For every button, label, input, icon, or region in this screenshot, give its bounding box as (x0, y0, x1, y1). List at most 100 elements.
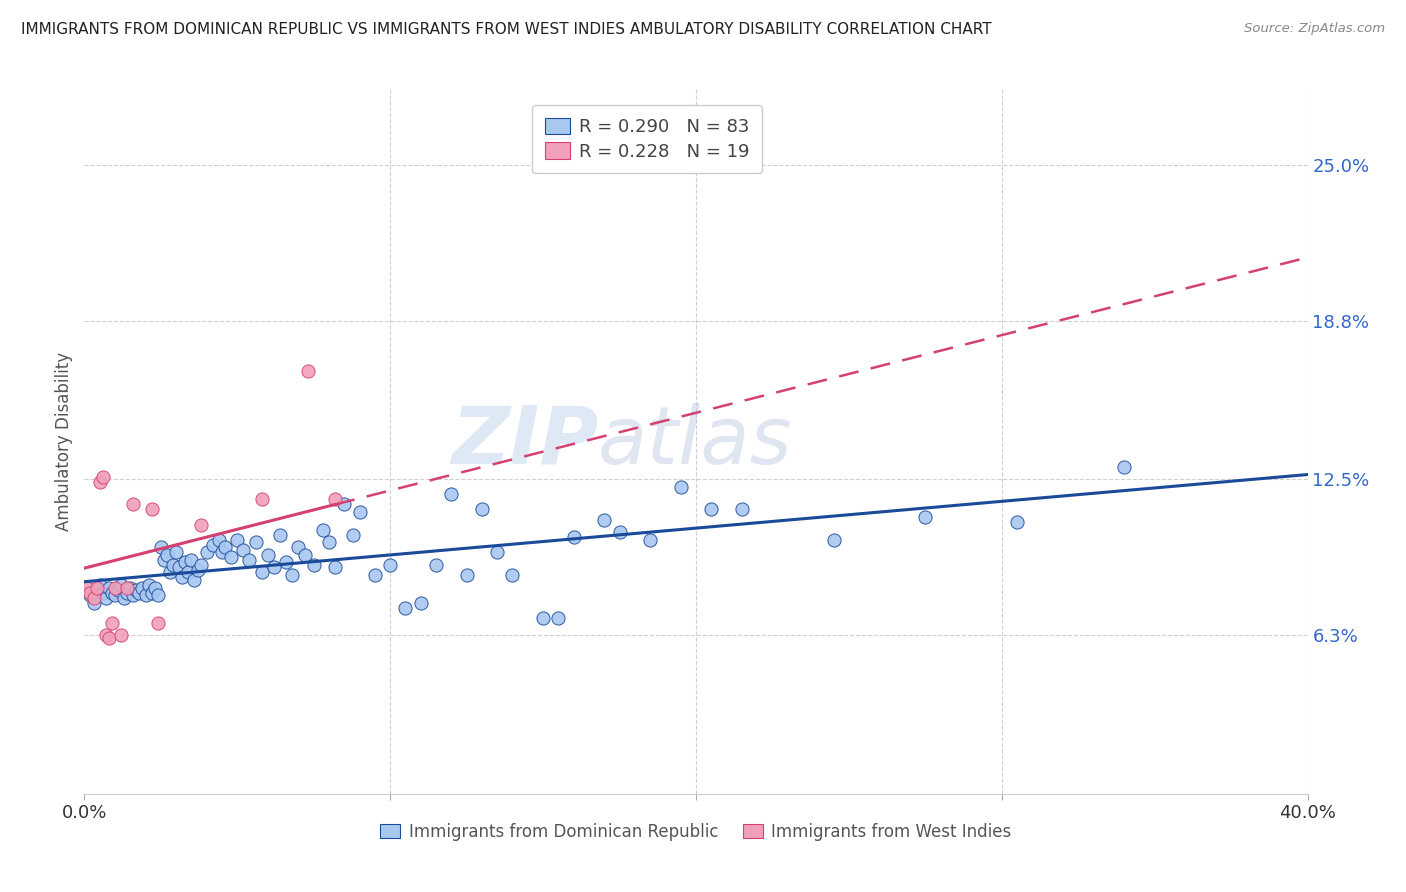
Point (110, 578, 132, 592)
Point (107, 582, 129, 597)
Point (562, 530, 585, 544)
Point (167, 560, 190, 574)
Text: Source: ZipAtlas.com: Source: ZipAtlas.com (1244, 22, 1385, 36)
Point (211, 545, 233, 559)
Point (180, 553, 202, 567)
Point (76, 581, 98, 595)
Point (159, 566, 181, 580)
Point (409, 596, 432, 610)
Point (1114, 459, 1136, 474)
Point (238, 553, 260, 567)
Point (122, 498, 145, 512)
Point (125, 582, 148, 597)
Point (128, 585, 150, 599)
Point (456, 568, 478, 582)
Point (195, 545, 218, 559)
Point (214, 541, 236, 555)
Point (593, 512, 616, 526)
Point (245, 535, 267, 549)
Text: IMMIGRANTS FROM DOMINICAN REPUBLIC VS IMMIGRANTS FROM WEST INDIES AMBULATORY DIS: IMMIGRANTS FROM DOMINICAN REPUBLIC VS IM… (21, 22, 991, 37)
Point (823, 533, 845, 547)
Point (547, 610, 569, 624)
Point (131, 581, 153, 595)
Point (1005, 515, 1028, 529)
Point (700, 502, 723, 516)
Legend: R = 0.290   N = 83, R = 0.228   N = 19: R = 0.290 N = 83, R = 0.228 N = 19 (531, 105, 762, 173)
Point (257, 548, 280, 562)
Point (165, 545, 187, 559)
Point (79, 585, 101, 599)
Point (471, 502, 494, 516)
Y-axis label: Ambulatory Disability: Ambulatory Disability (55, 352, 73, 531)
Point (190, 517, 212, 532)
Point (440, 487, 463, 501)
Point (86, 582, 108, 597)
Point (97, 631, 120, 645)
Point (318, 535, 340, 549)
Point (83, 591, 105, 605)
Point (115, 585, 138, 599)
Point (138, 578, 160, 592)
Point (638, 533, 661, 547)
Text: ZIP: ZIP (451, 402, 598, 481)
Text: atlas: atlas (598, 402, 793, 481)
Point (297, 364, 319, 378)
Point (669, 480, 692, 494)
Point (263, 560, 285, 574)
Point (76, 581, 98, 595)
Point (731, 502, 754, 516)
Point (250, 492, 273, 507)
Point (79, 588, 101, 602)
Point (364, 568, 387, 582)
Point (149, 541, 172, 555)
Point (101, 585, 124, 599)
Point (104, 581, 127, 595)
Point (172, 570, 194, 584)
Point (83, 596, 105, 610)
Point (226, 533, 249, 547)
Point (323, 560, 346, 574)
Point (94, 628, 117, 642)
Point (250, 566, 273, 580)
Point (162, 558, 184, 572)
Point (380, 558, 402, 572)
Point (190, 558, 212, 572)
Point (91, 585, 114, 599)
Point (281, 568, 304, 582)
Point (141, 502, 163, 516)
Point (232, 542, 254, 557)
Point (135, 588, 157, 602)
Point (94, 591, 117, 605)
Point (333, 498, 356, 512)
Point (531, 610, 554, 624)
Point (609, 525, 631, 540)
Point (115, 581, 138, 595)
Point (86, 581, 108, 595)
Point (425, 558, 447, 572)
Point (294, 548, 316, 562)
Point (342, 527, 364, 541)
Point (156, 548, 179, 562)
Point (312, 523, 335, 537)
Point (208, 533, 231, 547)
Point (287, 541, 309, 555)
Point (914, 510, 936, 524)
Point (141, 585, 163, 599)
Point (146, 588, 169, 602)
Point (89, 578, 111, 592)
Point (91, 469, 114, 483)
Point (112, 591, 135, 605)
Point (89, 475, 111, 489)
Point (120, 581, 142, 595)
Point (349, 505, 371, 519)
Point (146, 615, 169, 630)
Point (177, 566, 200, 580)
Point (186, 563, 208, 577)
Point (276, 555, 298, 569)
Point (302, 558, 325, 572)
Point (486, 545, 509, 559)
Point (143, 581, 166, 595)
Point (201, 538, 224, 552)
Point (97, 581, 120, 595)
Point (502, 568, 524, 582)
